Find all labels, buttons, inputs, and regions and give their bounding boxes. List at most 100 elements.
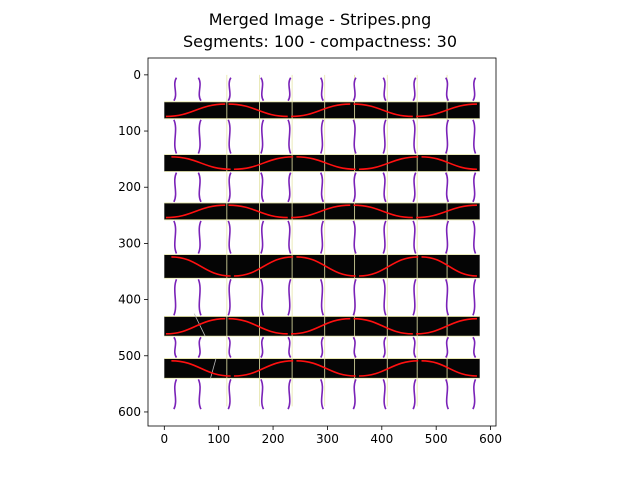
purple-curve — [382, 379, 387, 410]
purple-curve — [412, 279, 417, 316]
purple-curve — [382, 77, 387, 102]
red-curve — [416, 204, 477, 219]
axes-frame — [147, 57, 497, 427]
purple-curve — [173, 220, 178, 254]
purple-curve — [227, 336, 232, 358]
purple-curve — [352, 77, 357, 102]
image-layer — [164, 74, 480, 412]
y-tick-label: 200 — [118, 180, 141, 194]
purple-curve — [197, 77, 202, 102]
purple-curve — [472, 279, 477, 316]
purple-curve — [445, 336, 450, 358]
red-curve — [171, 360, 231, 377]
purple-curve — [260, 119, 265, 154]
y-tick-label: 0 — [133, 68, 141, 82]
red-curve — [233, 360, 294, 377]
purple-curve — [412, 336, 417, 358]
red-curve — [358, 256, 419, 277]
purple-curve — [173, 279, 178, 316]
purple-curve — [382, 279, 387, 316]
y-tick-label: 400 — [118, 293, 141, 307]
purple-curve — [352, 119, 357, 154]
red-curve — [421, 256, 477, 277]
purple-curve — [319, 279, 325, 316]
red-curve — [358, 360, 419, 377]
x-tick-label: 600 — [479, 432, 502, 446]
purple-curve — [287, 220, 292, 254]
purple-curve — [319, 119, 325, 154]
red-curve — [353, 103, 413, 118]
purple-curve — [197, 379, 202, 410]
chart-title: Merged Image - Stripes.png — [208, 10, 432, 29]
x-tick-label: 400 — [370, 432, 393, 446]
purple-curve — [445, 119, 450, 154]
red-curve — [228, 103, 288, 118]
purple-curve — [260, 379, 265, 410]
purple-curve — [319, 336, 325, 358]
purple-curve — [173, 336, 178, 358]
purple-curve — [472, 119, 477, 154]
x-tick-label: 0 — [160, 432, 168, 446]
purple-curve — [287, 172, 292, 203]
y-tick-label: 300 — [118, 236, 141, 250]
purple-curve — [445, 172, 450, 203]
purple-curve — [412, 379, 417, 410]
purple-curve — [472, 220, 477, 254]
purple-curve — [412, 220, 417, 254]
purple-curve — [445, 220, 450, 254]
red-curve — [291, 317, 351, 335]
red-curve — [233, 156, 294, 171]
red-curve — [296, 256, 356, 277]
purple-curve — [287, 119, 292, 154]
red-curve — [233, 256, 294, 277]
segment-boundary — [210, 358, 217, 379]
red-curve — [165, 103, 226, 118]
purple-curve — [197, 119, 202, 154]
x-tick-label: 300 — [316, 432, 339, 446]
red-curve — [171, 256, 231, 277]
red-curve — [353, 204, 413, 219]
purple-curve — [382, 119, 387, 154]
purple-curve — [472, 336, 477, 358]
purple-curve — [227, 172, 232, 203]
purple-curve — [173, 77, 178, 102]
purple-curve — [287, 336, 292, 358]
axes-layer: 0 100 200 300 400 500 600 0 100 200 300 400 500 600 — [118, 57, 502, 446]
purple-curve — [197, 172, 202, 203]
red-curve — [416, 317, 477, 335]
y-tick-label: 500 — [118, 349, 141, 363]
purple-curve — [412, 77, 417, 102]
purple-curve — [472, 77, 477, 102]
x-tick-label: 100 — [207, 432, 230, 446]
purple-curve — [412, 172, 417, 203]
red-curve — [421, 360, 477, 377]
x-tick-label: 500 — [425, 432, 448, 446]
purple-curve — [260, 279, 265, 316]
purple-curve — [260, 172, 265, 203]
purple-curve — [412, 119, 417, 154]
purple-curve — [382, 172, 387, 203]
purple-curve — [319, 220, 325, 254]
purple-curve — [260, 336, 265, 358]
y-tick-label: 600 — [118, 405, 141, 419]
red-curve — [228, 204, 288, 219]
purple-curve — [319, 172, 325, 203]
purple-curve — [173, 379, 178, 410]
purple-curve — [227, 220, 232, 254]
red-curve — [296, 360, 356, 377]
purple-curve — [227, 119, 232, 154]
purple-curve — [445, 279, 450, 316]
red-curve — [165, 317, 226, 335]
purple-curve — [445, 379, 450, 410]
purple-curve — [319, 77, 325, 102]
red-curve — [358, 156, 419, 171]
chart-subtitle: Segments: 100 - compactness: 30 — [183, 32, 457, 51]
y-tick-label: 100 — [118, 124, 141, 138]
purple-curve — [197, 336, 202, 358]
red-curve — [416, 103, 477, 118]
purple-curve — [197, 279, 202, 316]
purple-curve — [227, 279, 232, 316]
red-curve — [421, 156, 477, 171]
